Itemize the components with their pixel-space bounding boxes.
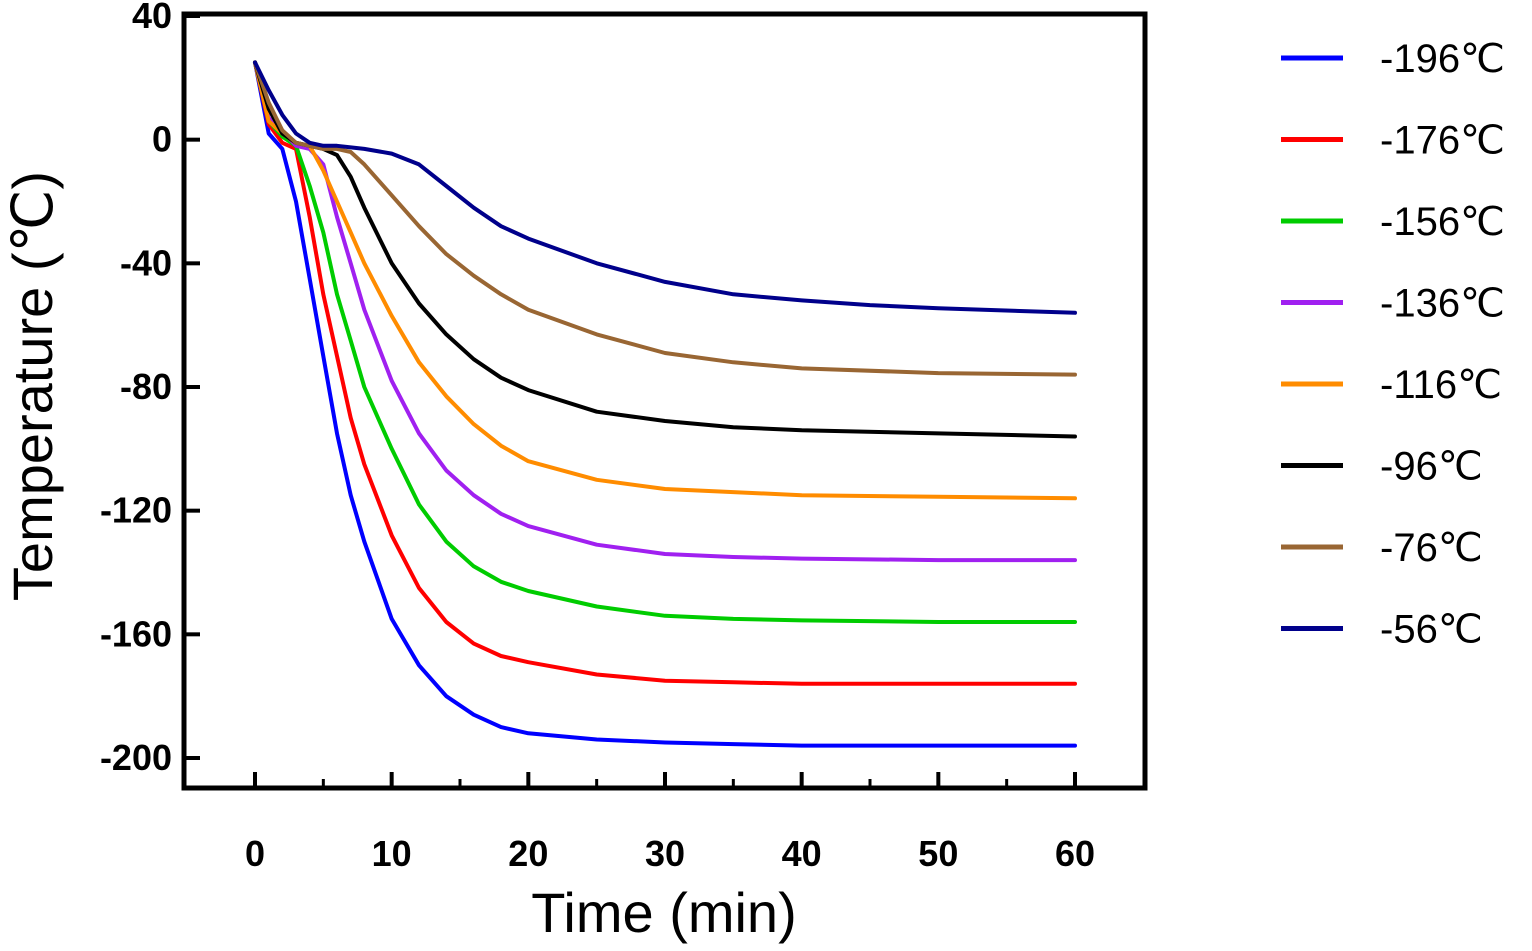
legend-label-6: -96℃ <box>1380 445 1483 489</box>
y-tick-label: -40 <box>120 242 172 283</box>
legend-label-7: -76℃ <box>1380 526 1483 570</box>
legend: -196℃ -176℃ -156℃ -136℃ -116℃ -96℃ -76℃ -56℃ <box>1281 37 1505 652</box>
legend-label-3: -156℃ <box>1380 200 1505 244</box>
y-tick-label: -160 <box>100 613 172 654</box>
x-axis-title: Time (min) <box>531 881 796 944</box>
series-line-8 <box>253 60 1077 315</box>
legend-label-1: -196℃ <box>1380 37 1505 81</box>
legend-label-5: -116℃ <box>1380 363 1502 407</box>
legend-label-2: -176℃ <box>1380 119 1505 163</box>
x-tick-label: 30 <box>645 833 685 874</box>
legend-label-8: -56℃ <box>1380 608 1483 652</box>
series-line-1 <box>253 60 1077 748</box>
x-tick-label: 20 <box>508 833 548 874</box>
legend-label-4: -136℃ <box>1380 282 1505 326</box>
x-tick-label: 50 <box>918 833 958 874</box>
y-axis-title: Temperature (℃) <box>1 171 64 601</box>
x-tick-label: 60 <box>1055 833 1095 874</box>
series-line-2 <box>253 60 1077 686</box>
x-tick-label: 0 <box>245 833 265 874</box>
y-tick-label: -200 <box>100 737 172 778</box>
series-line-7 <box>253 60 1077 377</box>
y-tick-label: 0 <box>152 119 172 160</box>
series-line-4 <box>253 60 1077 563</box>
y-tick-label: -120 <box>100 490 172 531</box>
y-tick-label: 40 <box>132 0 172 36</box>
axes-group: 0 10 20 30 40 50 60 40 0 -40 -80 -120 -160 -200 <box>100 0 1095 874</box>
series-group <box>253 60 1077 748</box>
y-tick-label: -80 <box>120 366 172 407</box>
x-tick-label: 40 <box>782 833 822 874</box>
series-line-3 <box>253 60 1077 624</box>
x-tick-label: 10 <box>372 833 412 874</box>
